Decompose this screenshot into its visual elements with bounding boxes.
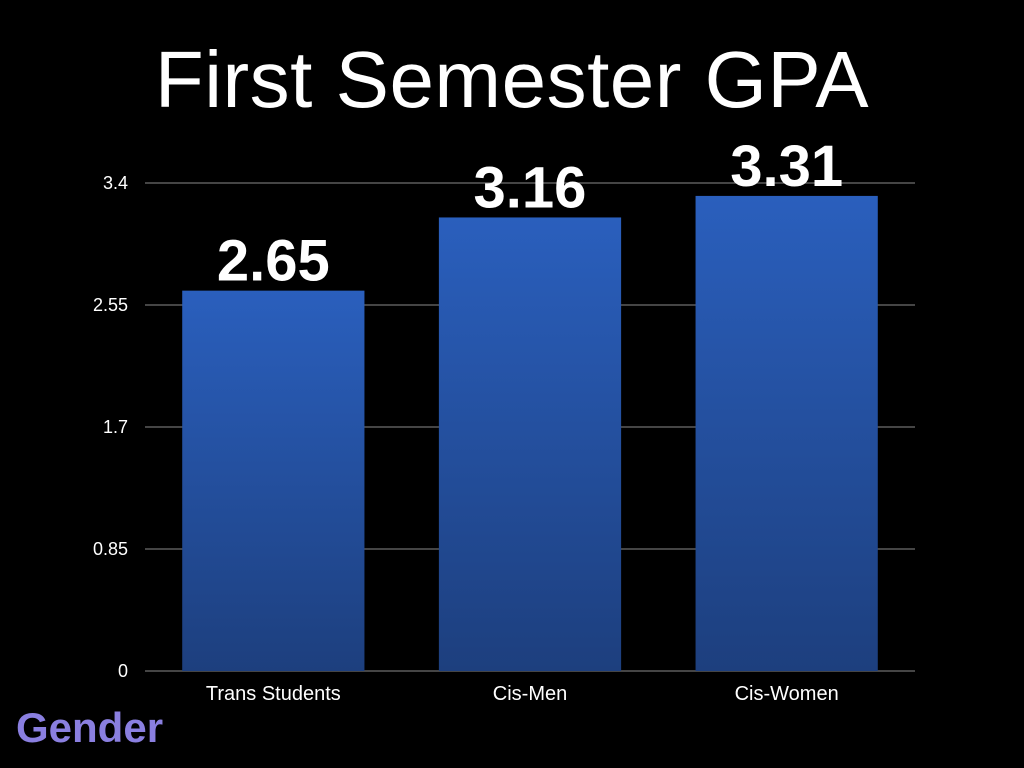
slide-title: First Semester GPA [154,35,870,124]
y-tick-label: 2.55 [93,295,128,315]
bar-value-label: 2.65 [217,229,330,294]
bar-value-label: 3.16 [474,155,587,220]
bar [438,217,622,671]
y-tick-label: 0 [118,661,128,681]
bars [182,195,878,671]
y-tick-label: 0.85 [93,539,128,559]
bar [695,195,878,671]
y-tick-label: 1.7 [103,417,128,437]
section-label: Gender [16,704,164,751]
bar-value-label: 3.31 [730,134,843,199]
y-tick-label: 3.4 [103,173,128,193]
y-axis-ticks: 0 0.85 1.7 2.55 3.4 [93,173,128,681]
x-category-label: Cis-Women [735,683,839,705]
x-category-label: Trans Students [206,683,341,705]
x-category-label: Cis-Men [493,683,567,705]
x-axis-categories: Trans Students Cis-Men Cis-Women [206,683,839,705]
bar [182,290,365,671]
value-labels: 2.65 3.16 3.31 [217,134,843,294]
